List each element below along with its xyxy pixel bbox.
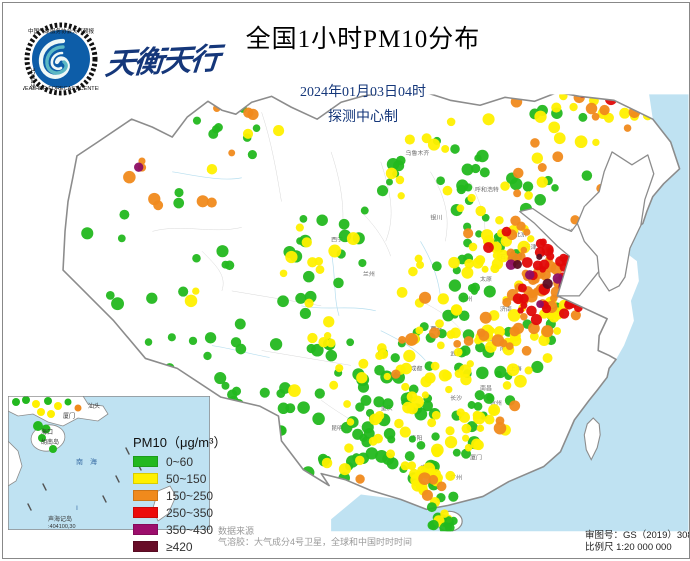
svg-text:太原: 太原 <box>480 275 492 283</box>
svg-text:胡南岛: 胡南岛 <box>41 438 59 446</box>
svg-text:成都: 成都 <box>411 364 423 372</box>
svg-text:厦门: 厦门 <box>63 412 75 420</box>
svg-text:海口: 海口 <box>41 428 53 436</box>
svg-text:南 海: 南 海 <box>76 457 97 466</box>
svg-text:Ⅰ: Ⅰ <box>76 505 78 512</box>
svg-text::404100,30: :404100,30 <box>48 524 76 530</box>
svg-text:厦门: 厦门 <box>470 454 482 462</box>
svg-text:WEATHER FORECAST CENTER: WEATHER FORECAST CENTER <box>23 86 99 92</box>
svg-text:兰州: 兰州 <box>363 270 375 278</box>
svg-text:声海记岛: 声海记岛 <box>48 515 72 523</box>
svg-text:银川: 银川 <box>430 213 442 221</box>
svg-text:中国气象服务协会天气预报: 中国气象服务协会天气预报 <box>28 27 95 35</box>
svg-text:长沙: 长沙 <box>450 394 462 402</box>
svg-text:乌鲁木齐: 乌鲁木齐 <box>406 149 430 157</box>
svg-text:汕头: 汕头 <box>88 402 100 410</box>
svg-text:呼和浩特: 呼和浩特 <box>475 186 499 194</box>
